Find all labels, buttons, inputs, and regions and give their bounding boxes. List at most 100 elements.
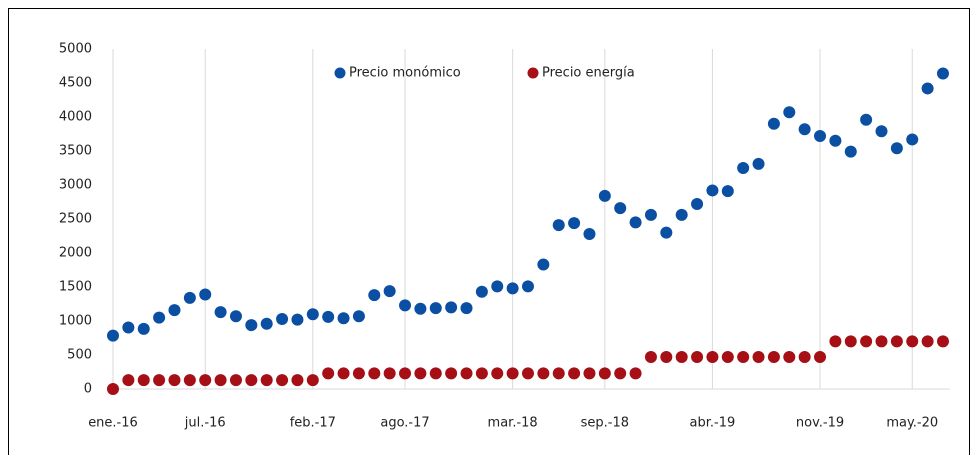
point <box>583 367 596 380</box>
point <box>829 335 842 348</box>
x-tick-label: nov.-19 <box>796 416 844 431</box>
point <box>598 367 611 380</box>
point <box>414 367 427 380</box>
point <box>752 351 765 364</box>
point <box>399 367 412 380</box>
point <box>429 302 442 315</box>
point <box>860 113 873 126</box>
point <box>737 351 750 364</box>
point <box>675 351 688 364</box>
point <box>229 310 242 323</box>
point <box>183 374 196 387</box>
point <box>460 367 473 380</box>
y-tick-label: 500 <box>67 348 92 363</box>
point <box>291 313 304 326</box>
point <box>752 157 765 170</box>
point <box>107 329 119 342</box>
legend-label: Precio energía <box>542 66 635 81</box>
point <box>122 321 135 334</box>
point <box>936 335 949 348</box>
point <box>199 288 212 301</box>
point <box>229 374 242 387</box>
point <box>629 367 642 380</box>
point <box>491 280 504 293</box>
point <box>844 335 857 348</box>
x-tick-label: may.-20 <box>886 416 938 431</box>
point <box>798 123 811 136</box>
y-tick-label: 2000 <box>59 246 92 261</box>
y-tick-label: 3000 <box>59 178 92 193</box>
point <box>153 374 166 387</box>
point <box>691 351 704 364</box>
point <box>475 367 488 380</box>
point <box>721 351 734 364</box>
point <box>368 367 381 380</box>
point <box>491 367 504 380</box>
point <box>383 367 396 380</box>
point <box>168 304 181 317</box>
x-tick-label: ago.-17 <box>380 416 429 431</box>
y-tick-label: 4500 <box>59 76 92 91</box>
point <box>936 67 949 80</box>
point <box>521 367 534 380</box>
point <box>352 310 365 323</box>
point <box>214 306 227 319</box>
point <box>598 189 611 202</box>
point <box>906 133 919 146</box>
point <box>137 322 150 335</box>
point <box>875 125 888 138</box>
point <box>614 202 627 215</box>
point <box>245 374 258 387</box>
point <box>783 106 796 119</box>
x-tick-label: ene.-16 <box>88 416 138 431</box>
y-tick-label: 1500 <box>59 280 92 295</box>
point <box>183 291 196 304</box>
point <box>276 312 289 325</box>
point <box>245 319 258 332</box>
legend-marker <box>334 67 346 79</box>
y-tick-label: 1000 <box>59 314 92 329</box>
point <box>460 302 473 315</box>
point <box>137 374 150 387</box>
point <box>921 335 934 348</box>
point <box>890 142 903 155</box>
point <box>537 258 550 271</box>
point <box>306 374 319 387</box>
x-tick-label: feb.-17 <box>290 416 336 431</box>
point <box>798 351 811 364</box>
point <box>429 367 442 380</box>
x-tick-label: sep.-18 <box>581 416 629 431</box>
point <box>706 184 719 197</box>
point <box>568 367 581 380</box>
point <box>660 226 673 239</box>
point <box>291 374 304 387</box>
y-tick-label: 2500 <box>59 212 92 227</box>
point <box>644 208 657 221</box>
point <box>844 145 857 158</box>
point <box>860 335 873 348</box>
point <box>475 285 488 298</box>
point <box>614 367 627 380</box>
point <box>445 301 458 314</box>
point <box>368 289 381 302</box>
point <box>506 282 519 295</box>
point <box>537 367 550 380</box>
point <box>153 311 166 324</box>
legend-marker <box>527 67 539 79</box>
point <box>629 216 642 229</box>
y-tick-label: 3500 <box>59 144 92 159</box>
point <box>644 351 657 364</box>
legend-label: Precio monómico <box>349 66 461 81</box>
point <box>552 219 565 232</box>
point <box>322 367 335 380</box>
y-tick-label: 5000 <box>59 42 92 57</box>
point <box>737 162 750 174</box>
point <box>506 367 519 380</box>
point <box>721 185 734 198</box>
y-tick-label: 4000 <box>59 110 92 125</box>
x-tick-label: mar.-18 <box>488 416 538 431</box>
point <box>767 351 780 364</box>
y-tick-label: 0 <box>84 382 92 397</box>
point <box>107 383 119 395</box>
